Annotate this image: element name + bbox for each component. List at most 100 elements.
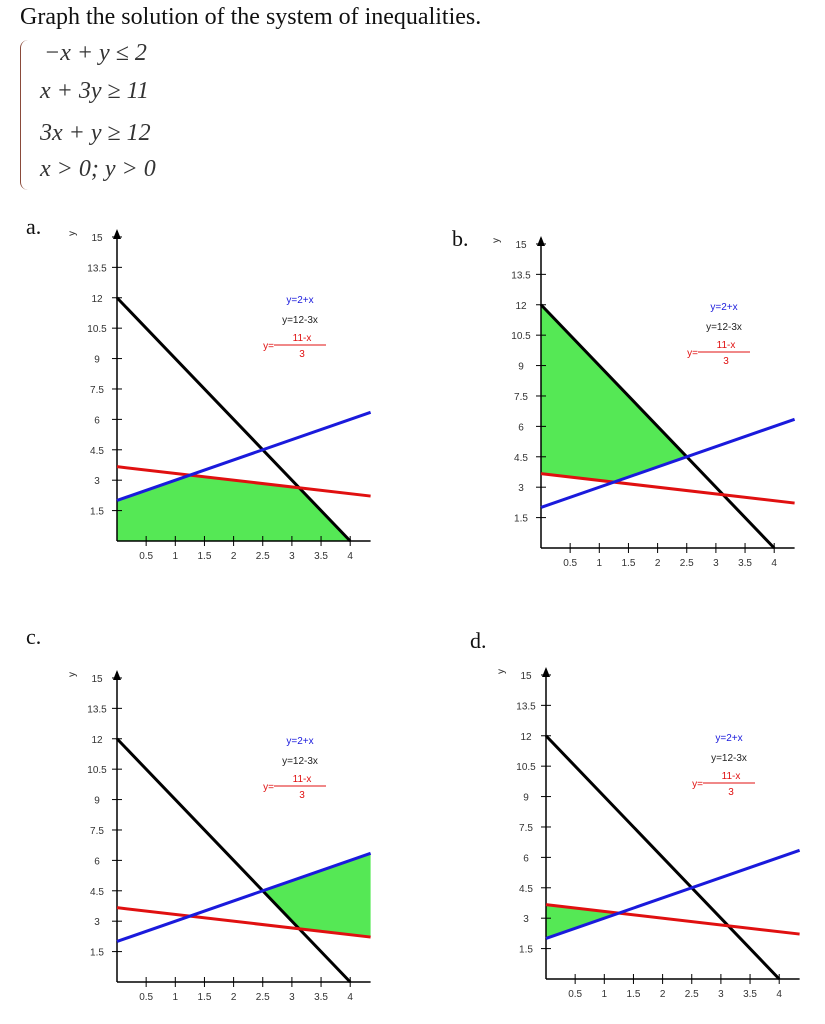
y-tick-label: 1.5 bbox=[90, 507, 104, 518]
solution-region bbox=[546, 904, 619, 939]
y-tick-label: 7.5 bbox=[519, 823, 533, 834]
x-tick-label: 1.5 bbox=[197, 992, 211, 1003]
y-tick-label: 3 bbox=[94, 917, 100, 928]
y-tick-label: 1.5 bbox=[519, 945, 533, 956]
x-tick-label: 3.5 bbox=[743, 989, 757, 1000]
y-tick-label: 15 bbox=[515, 240, 527, 251]
y-tick-label: 7.5 bbox=[90, 385, 104, 396]
y-axis-arrow-icon bbox=[113, 669, 121, 680]
legend-red-prefix: y= bbox=[692, 779, 703, 790]
y-tick-label: 10.5 bbox=[516, 762, 536, 773]
legend-blue: y=2+x bbox=[710, 302, 737, 313]
x-tick-label: 3 bbox=[713, 558, 719, 569]
line-y-12-3x bbox=[539, 303, 776, 550]
legend-red-prefix: y= bbox=[263, 782, 274, 793]
y-tick-label: 15 bbox=[91, 674, 103, 685]
question-title: Graph the solution of the system of ineq… bbox=[20, 4, 482, 30]
inequality-3: 3x + y ≥ 12 bbox=[40, 120, 151, 146]
y-tick-label: 6 bbox=[523, 853, 529, 864]
option-c-label[interactable]: c. bbox=[26, 624, 42, 649]
x-tick-label: 2 bbox=[655, 558, 661, 569]
legend-blue: y=2+x bbox=[715, 733, 742, 744]
y-tick-label: 15 bbox=[520, 671, 532, 682]
y-tick-label: 13.5 bbox=[511, 270, 531, 281]
x-tick-label: 3 bbox=[718, 989, 724, 1000]
y-tick-label: 7.5 bbox=[90, 826, 104, 837]
line-y-12-3x bbox=[115, 296, 352, 543]
inequality-1: −x + y ≤ 2 bbox=[44, 40, 147, 66]
y-axis-arrow-icon bbox=[542, 666, 550, 677]
inequality-2: x + 3y ≥ 11 bbox=[40, 78, 149, 104]
solution-region bbox=[117, 475, 351, 541]
solution-region bbox=[541, 304, 687, 483]
y-tick-label: 10.5 bbox=[87, 324, 107, 335]
option-b-label[interactable]: b. bbox=[452, 226, 469, 251]
line-y-2-plus-x bbox=[540, 417, 796, 509]
y-tick-label: 6 bbox=[518, 422, 524, 433]
x-tick-label: 4 bbox=[771, 558, 777, 569]
y-axis-arrow-icon bbox=[537, 235, 545, 246]
line-y-11-x-over-3 bbox=[116, 465, 371, 498]
graph-a[interactable]: y 0.5 1 1.5 2 2.5 3 3.5 4 1.5 3 4.5 6 7.5 9 10.5 12 13.5 1… bbox=[60, 225, 440, 575]
graph-d[interactable]: y 0.5 1 1.5 2 2.5 3 3.5 4 1.5 3 4.5 6 7.5 9 10.5 12 13.5 1… bbox=[489, 663, 825, 1013]
x-tick-label: 1 bbox=[602, 989, 608, 1000]
x-tick-label: 0.5 bbox=[139, 992, 153, 1003]
line-y-2-plus-x bbox=[116, 410, 372, 502]
brace bbox=[20, 40, 29, 190]
legend-red-denominator: 3 bbox=[299, 790, 305, 801]
x-tick-label: 0.5 bbox=[563, 558, 577, 569]
y-tick-label: 4.5 bbox=[514, 453, 528, 464]
line-y-11-x-over-3 bbox=[540, 472, 795, 505]
line-y-11-x-over-3 bbox=[116, 906, 371, 939]
y-tick-label: 10.5 bbox=[87, 765, 107, 776]
y-tick-label: 9 bbox=[94, 796, 100, 807]
x-tick-label: 1 bbox=[597, 558, 603, 569]
y-tick-label: 9 bbox=[518, 362, 524, 373]
x-tick-label: 3 bbox=[289, 551, 295, 562]
line-y-2-plus-x bbox=[545, 848, 801, 940]
option-d-label[interactable]: d. bbox=[470, 628, 487, 653]
graph-c[interactable]: y 0.5 1 1.5 2 2.5 3 3.5 4 1.5 3 4.5 6 7.5 9 10.5 12 13.5 1… bbox=[60, 666, 440, 1016]
x-tick-label: 3 bbox=[289, 992, 295, 1003]
x-tick-label: 4 bbox=[347, 992, 353, 1003]
legend-red-prefix: y= bbox=[687, 348, 698, 359]
x-tick-label: 4 bbox=[776, 989, 782, 1000]
legend-red-denominator: 3 bbox=[299, 349, 305, 360]
y-tick-label: 12 bbox=[91, 294, 103, 305]
y-tick-label: 1.5 bbox=[514, 514, 528, 525]
x-tick-label: 1.5 bbox=[621, 558, 635, 569]
y-axis-label: y bbox=[491, 238, 502, 243]
solution-region bbox=[262, 853, 371, 938]
legend-black: y=12-3x bbox=[706, 322, 742, 333]
legend-black: y=12-3x bbox=[282, 756, 318, 767]
x-tick-label: 2 bbox=[660, 989, 666, 1000]
y-tick-label: 4.5 bbox=[90, 887, 104, 898]
x-tick-label: 2 bbox=[231, 992, 237, 1003]
x-tick-label: 1.5 bbox=[626, 989, 640, 1000]
option-a-label[interactable]: a. bbox=[26, 214, 42, 239]
y-tick-label: 4.5 bbox=[90, 446, 104, 457]
legend-black: y=12-3x bbox=[282, 315, 318, 326]
x-tick-label: 2.5 bbox=[256, 992, 270, 1003]
line-y-12-3x bbox=[544, 734, 781, 981]
y-tick-label: 6 bbox=[94, 856, 100, 867]
inequality-4: x > 0; y > 0 bbox=[40, 156, 156, 182]
graph-b[interactable]: y 0.5 1 1.5 2 2.5 3 3.5 4 1.5 3 4.5 6 7.5 9 10.5 12 13.5 1… bbox=[484, 232, 825, 582]
legend-red-prefix: y= bbox=[263, 341, 274, 352]
x-tick-label: 4 bbox=[347, 551, 353, 562]
y-tick-label: 9 bbox=[523, 793, 529, 804]
legend-red-denominator: 3 bbox=[723, 356, 729, 367]
y-tick-label: 9 bbox=[94, 355, 100, 366]
x-tick-label: 0.5 bbox=[568, 989, 582, 1000]
legend-red-numerator: 11-x bbox=[717, 340, 736, 351]
x-tick-label: 3.5 bbox=[314, 992, 328, 1003]
y-axis-arrow-icon bbox=[113, 228, 121, 239]
y-tick-label: 12 bbox=[91, 735, 103, 746]
x-tick-label: 2.5 bbox=[680, 558, 694, 569]
y-tick-label: 3 bbox=[518, 483, 524, 494]
x-tick-label: 1 bbox=[173, 992, 179, 1003]
x-tick-label: 0.5 bbox=[139, 551, 153, 562]
x-tick-label: 2.5 bbox=[256, 551, 270, 562]
y-tick-label: 13.5 bbox=[87, 263, 107, 274]
y-tick-label: 4.5 bbox=[519, 884, 533, 895]
